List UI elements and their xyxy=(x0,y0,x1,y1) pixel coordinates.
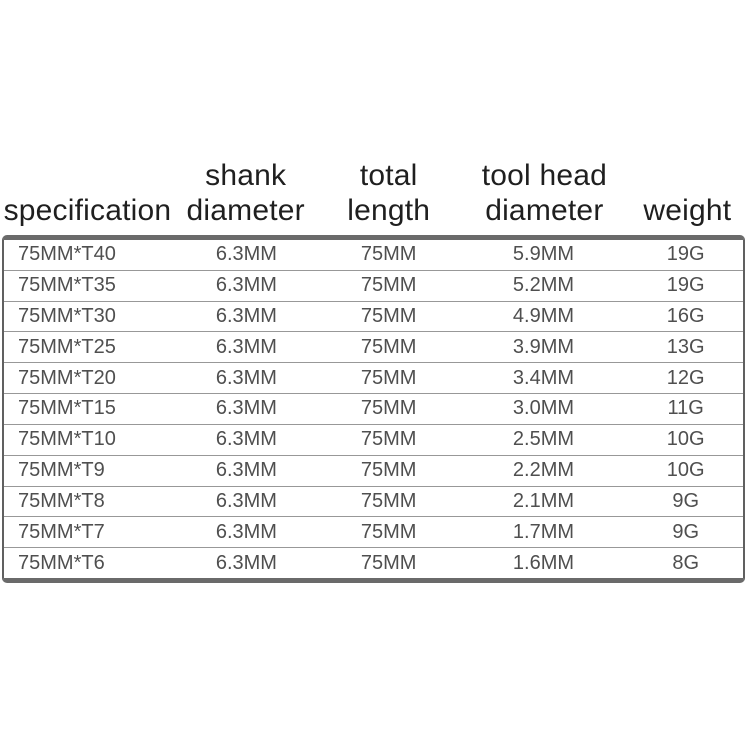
cell-total-length: 75MM xyxy=(360,551,417,574)
cell-weight: 10G xyxy=(666,428,705,451)
table-row: 75MM*T20 6.3MM 75MM 3.4MM 12G xyxy=(4,362,743,393)
header-shank-diameter: shank diameter xyxy=(186,159,305,227)
table-row: 75MM*T25 6.3MM 75MM 3.9MM 13G xyxy=(4,331,743,362)
table-row: 75MM*T30 6.3MM 75MM 4.9MM 16G xyxy=(4,300,743,332)
cell-tool-head-diameter: 3.4MM xyxy=(512,366,575,389)
cell-total-length: 75MM xyxy=(360,243,417,266)
cell-total-length: 75MM xyxy=(360,366,417,389)
cell-tool-head-diameter: 1.7MM xyxy=(512,520,575,543)
cell-specification: 75MM*T40 xyxy=(18,243,116,266)
cell-tool-head-diameter: 5.2MM xyxy=(512,274,575,297)
table-row: 75MM*T40 6.3MM 75MM 5.9MM 19G xyxy=(4,240,743,270)
cell-total-length: 75MM xyxy=(360,274,417,297)
cell-specification: 75MM*T6 xyxy=(18,551,105,574)
cell-weight: 13G xyxy=(666,335,705,358)
cell-shank-diameter: 6.3MM xyxy=(215,551,277,574)
table-header-row: specification shank diameter total lengt… xyxy=(2,146,745,232)
cell-shank-diameter: 6.3MM xyxy=(215,274,277,297)
cell-total-length: 75MM xyxy=(360,305,417,328)
header-tool-head-diameter: tool head diameter xyxy=(481,159,607,227)
cell-specification: 75MM*T9 xyxy=(18,459,105,482)
cell-shank-diameter: 6.3MM xyxy=(215,243,277,266)
cell-tool-head-diameter: 2.5MM xyxy=(512,428,575,451)
table-row: 75MM*T8 6.3MM 75MM 2.1MM 9G xyxy=(4,485,743,517)
cell-weight: 16G xyxy=(666,305,705,328)
cell-tool-head-diameter: 2.1MM xyxy=(512,489,575,512)
cell-tool-head-diameter: 4.9MM xyxy=(512,305,575,328)
cell-specification: 75MM*T15 xyxy=(18,397,116,420)
table-row: 75MM*T15 6.3MM 75MM 3.0MM 11G xyxy=(4,393,743,424)
cell-weight: 19G xyxy=(666,274,705,297)
cell-weight: 12G xyxy=(666,366,705,389)
cell-shank-diameter: 6.3MM xyxy=(215,520,277,543)
cell-total-length: 75MM xyxy=(360,459,417,482)
cell-shank-diameter: 6.3MM xyxy=(215,335,277,358)
cell-tool-head-diameter: 3.9MM xyxy=(512,335,575,358)
cell-shank-diameter: 6.3MM xyxy=(215,397,277,420)
cell-total-length: 75MM xyxy=(360,520,417,543)
cell-tool-head-diameter: 2.2MM xyxy=(512,459,575,482)
cell-total-length: 75MM xyxy=(360,428,417,451)
cell-weight: 19G xyxy=(666,243,705,266)
cell-weight: 9G xyxy=(672,520,700,543)
cell-tool-head-diameter: 1.6MM xyxy=(512,551,575,574)
cell-shank-diameter: 6.3MM xyxy=(215,428,277,451)
spec-table: 75MM*T40 6.3MM 75MM 5.9MM 19G 75MM*T35 6… xyxy=(2,235,745,583)
cell-total-length: 75MM xyxy=(360,335,417,358)
table-row: 75MM*T10 6.3MM 75MM 2.5MM 10G xyxy=(4,423,743,455)
table-row: 75MM*T35 6.3MM 75MM 5.2MM 19G xyxy=(4,269,743,301)
table-row: 75MM*T6 6.3MM 75MM 1.6MM 8G xyxy=(4,547,743,578)
cell-shank-diameter: 6.3MM xyxy=(215,489,277,512)
cell-shank-diameter: 6.3MM xyxy=(215,305,277,328)
cell-specification: 75MM*T20 xyxy=(18,366,116,389)
cell-specification: 75MM*T35 xyxy=(18,274,116,297)
table-row: 75MM*T9 6.3MM 75MM 2.2MM 10G xyxy=(4,454,743,486)
cell-tool-head-diameter: 5.9MM xyxy=(512,243,575,266)
cell-shank-diameter: 6.3MM xyxy=(215,459,277,482)
cell-tool-head-diameter: 3.0MM xyxy=(512,397,575,420)
header-specification: specification xyxy=(3,194,172,227)
cell-weight: 11G xyxy=(667,397,704,420)
cell-shank-diameter: 6.3MM xyxy=(215,366,277,389)
cell-weight: 10G xyxy=(666,459,705,482)
cell-total-length: 75MM xyxy=(360,397,417,420)
cell-total-length: 75MM xyxy=(360,489,417,512)
table-row: 75MM*T7 6.3MM 75MM 1.7MM 9G xyxy=(4,516,743,547)
cell-specification: 75MM*T25 xyxy=(18,335,116,358)
cell-weight: 9G xyxy=(672,489,700,512)
cell-weight: 8G xyxy=(672,551,700,574)
cell-specification: 75MM*T30 xyxy=(18,305,116,328)
header-total-length: total length xyxy=(347,159,431,227)
header-weight: weight xyxy=(643,194,732,227)
cell-specification: 75MM*T7 xyxy=(18,520,105,543)
cell-specification: 75MM*T8 xyxy=(18,489,105,512)
cell-specification: 75MM*T10 xyxy=(18,428,116,451)
